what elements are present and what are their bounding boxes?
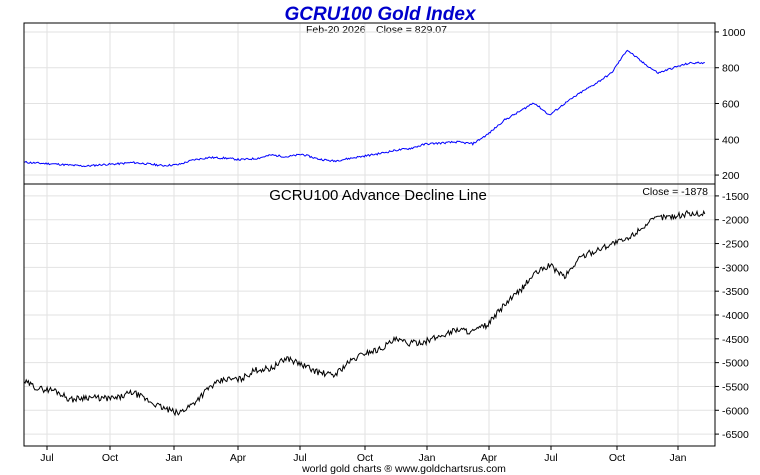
chart-title: GCRU100 Gold Index [284,4,477,25]
y-tick-label: -3500 [722,286,749,298]
x-tick-label: Apr [481,452,498,464]
y-tick-label: -4000 [722,310,749,322]
y-tick-label: -3000 [722,262,749,274]
y-tick-label: -6500 [722,429,749,441]
y-tick-label: -5000 [722,358,749,370]
x-tick-label: Jan [419,452,436,464]
y-tick-label: -4500 [722,334,749,346]
y-tick-label: -2500 [722,239,749,251]
upper-panel-grid [24,23,715,184]
y-tick-label: -6000 [722,405,749,417]
y-tick-label: 800 [722,63,740,75]
subtitle-close: Close = 829.07 [376,24,447,36]
lower-series-line [23,209,706,417]
x-tick-label: Jan [166,452,183,464]
upper-y-ticks: 200 400 600 800 1000 [715,27,746,182]
lower-panel-title: GCRU100 Advance Decline Line [269,187,487,204]
subtitle-date: Feb-20 2026 [306,24,366,36]
x-tick-label: Jul [544,452,557,464]
y-tick-label: 600 [722,99,740,111]
y-tick-label: -2000 [722,215,749,227]
upper-series-line [23,49,705,168]
y-tick-label: 400 [722,134,740,146]
y-tick-label: 1000 [722,27,746,39]
x-tick-label: Oct [357,452,373,464]
x-tick-label: Jul [293,452,306,464]
y-tick-label: -5500 [722,381,749,393]
x-ticks: Jul Oct Jan Apr Jul Oct Jan Apr Jul Oct Jan [40,446,687,464]
lower-y-ticks: -1500 -2000 -2500 -3000 -3500 -4000 -4500 -5000… [715,191,749,441]
x-tick-label: Jan [670,452,687,464]
x-tick-label: Oct [102,452,118,464]
x-tick-label: Apr [230,452,247,464]
x-tick-label: Oct [609,452,625,464]
footer-credit: world gold charts ® www.goldchartsrus.co… [301,463,506,475]
y-tick-label: -1500 [722,191,749,203]
x-tick-label: Jul [40,452,53,464]
lower-close-label: Close = -1878 [642,186,708,198]
lower-panel-grid [24,184,715,446]
y-tick-label: 200 [722,170,740,182]
